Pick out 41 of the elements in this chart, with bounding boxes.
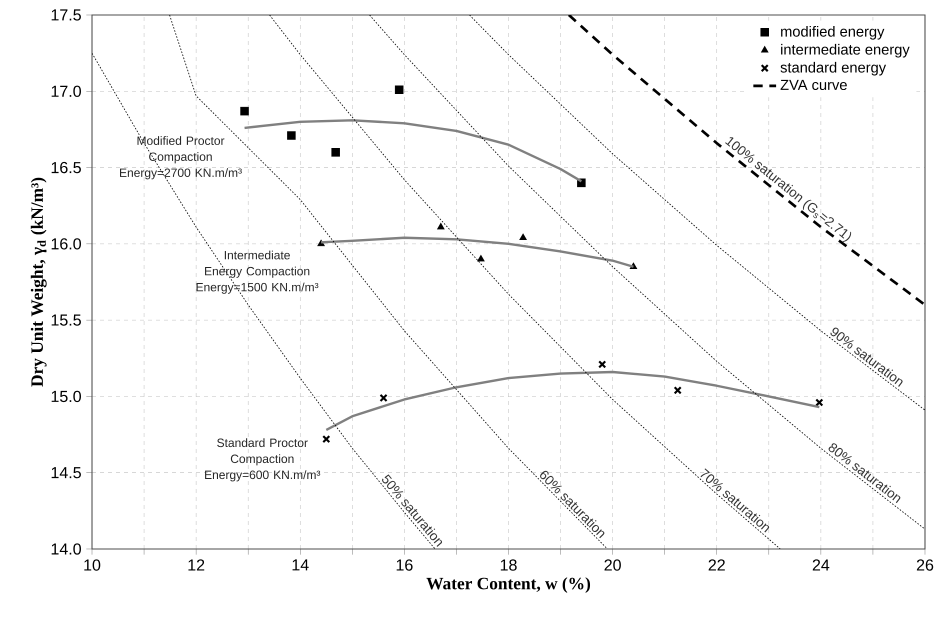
legend-label: ZVA curve (780, 80, 847, 90)
y-axis-title: Dry Unit Weight, γ$_{d}$ (kN/m³) (30, 178, 47, 387)
y-tick-label: 16.5 (52, 162, 81, 174)
y-tick-label: 17.5 (52, 9, 81, 21)
y-tick-label: 14.5 (52, 467, 81, 478)
x-axis-title: Water Content, w (%) (426, 577, 590, 593)
x-tick-label: 22 (708, 559, 725, 571)
y-tick-label: 17.0 (52, 86, 81, 97)
point (674, 386, 682, 394)
y-tick-label: 14.0 (52, 543, 81, 555)
point (815, 398, 824, 407)
point (519, 233, 527, 240)
point (240, 106, 249, 116)
x-tick-label: 12 (188, 559, 204, 571)
annotation: Modified Proctor Compaction Energy=2700 KN.m/m³ (120, 136, 242, 180)
point (287, 131, 296, 140)
x-tick-label: 10 (84, 559, 100, 571)
x-tick-label: 24 (812, 559, 830, 571)
line-series (469, 15, 925, 411)
point (477, 254, 485, 262)
point (331, 148, 340, 157)
legend-label: standard energy (780, 62, 886, 76)
x-tick-label: 26 (916, 559, 934, 571)
legend-label: intermediate energy (781, 44, 910, 58)
y-tick-label: 15.0 (52, 390, 81, 402)
x-tick-label: 18 (500, 559, 517, 571)
point (322, 435, 330, 444)
point (437, 222, 445, 230)
y-tick-label: 16.0 (52, 238, 81, 250)
x-tick-label: 16 (396, 559, 413, 571)
x-tick-label: 20 (604, 559, 621, 571)
legend-label: modified energy (781, 26, 884, 40)
annotation: Intermediate Energy Compaction Energy=1500 KN.m/m³ (196, 250, 318, 294)
line-series (325, 370, 821, 432)
x-tick-label: 14 (292, 559, 309, 570)
line-series (568, 15, 925, 306)
point (379, 394, 388, 402)
y-tick-label: 15.5 (52, 314, 81, 326)
point (394, 85, 404, 94)
point (598, 360, 606, 368)
annotation: Standard Proctor Compaction Energy=600 KN.m/m³ (205, 438, 320, 482)
